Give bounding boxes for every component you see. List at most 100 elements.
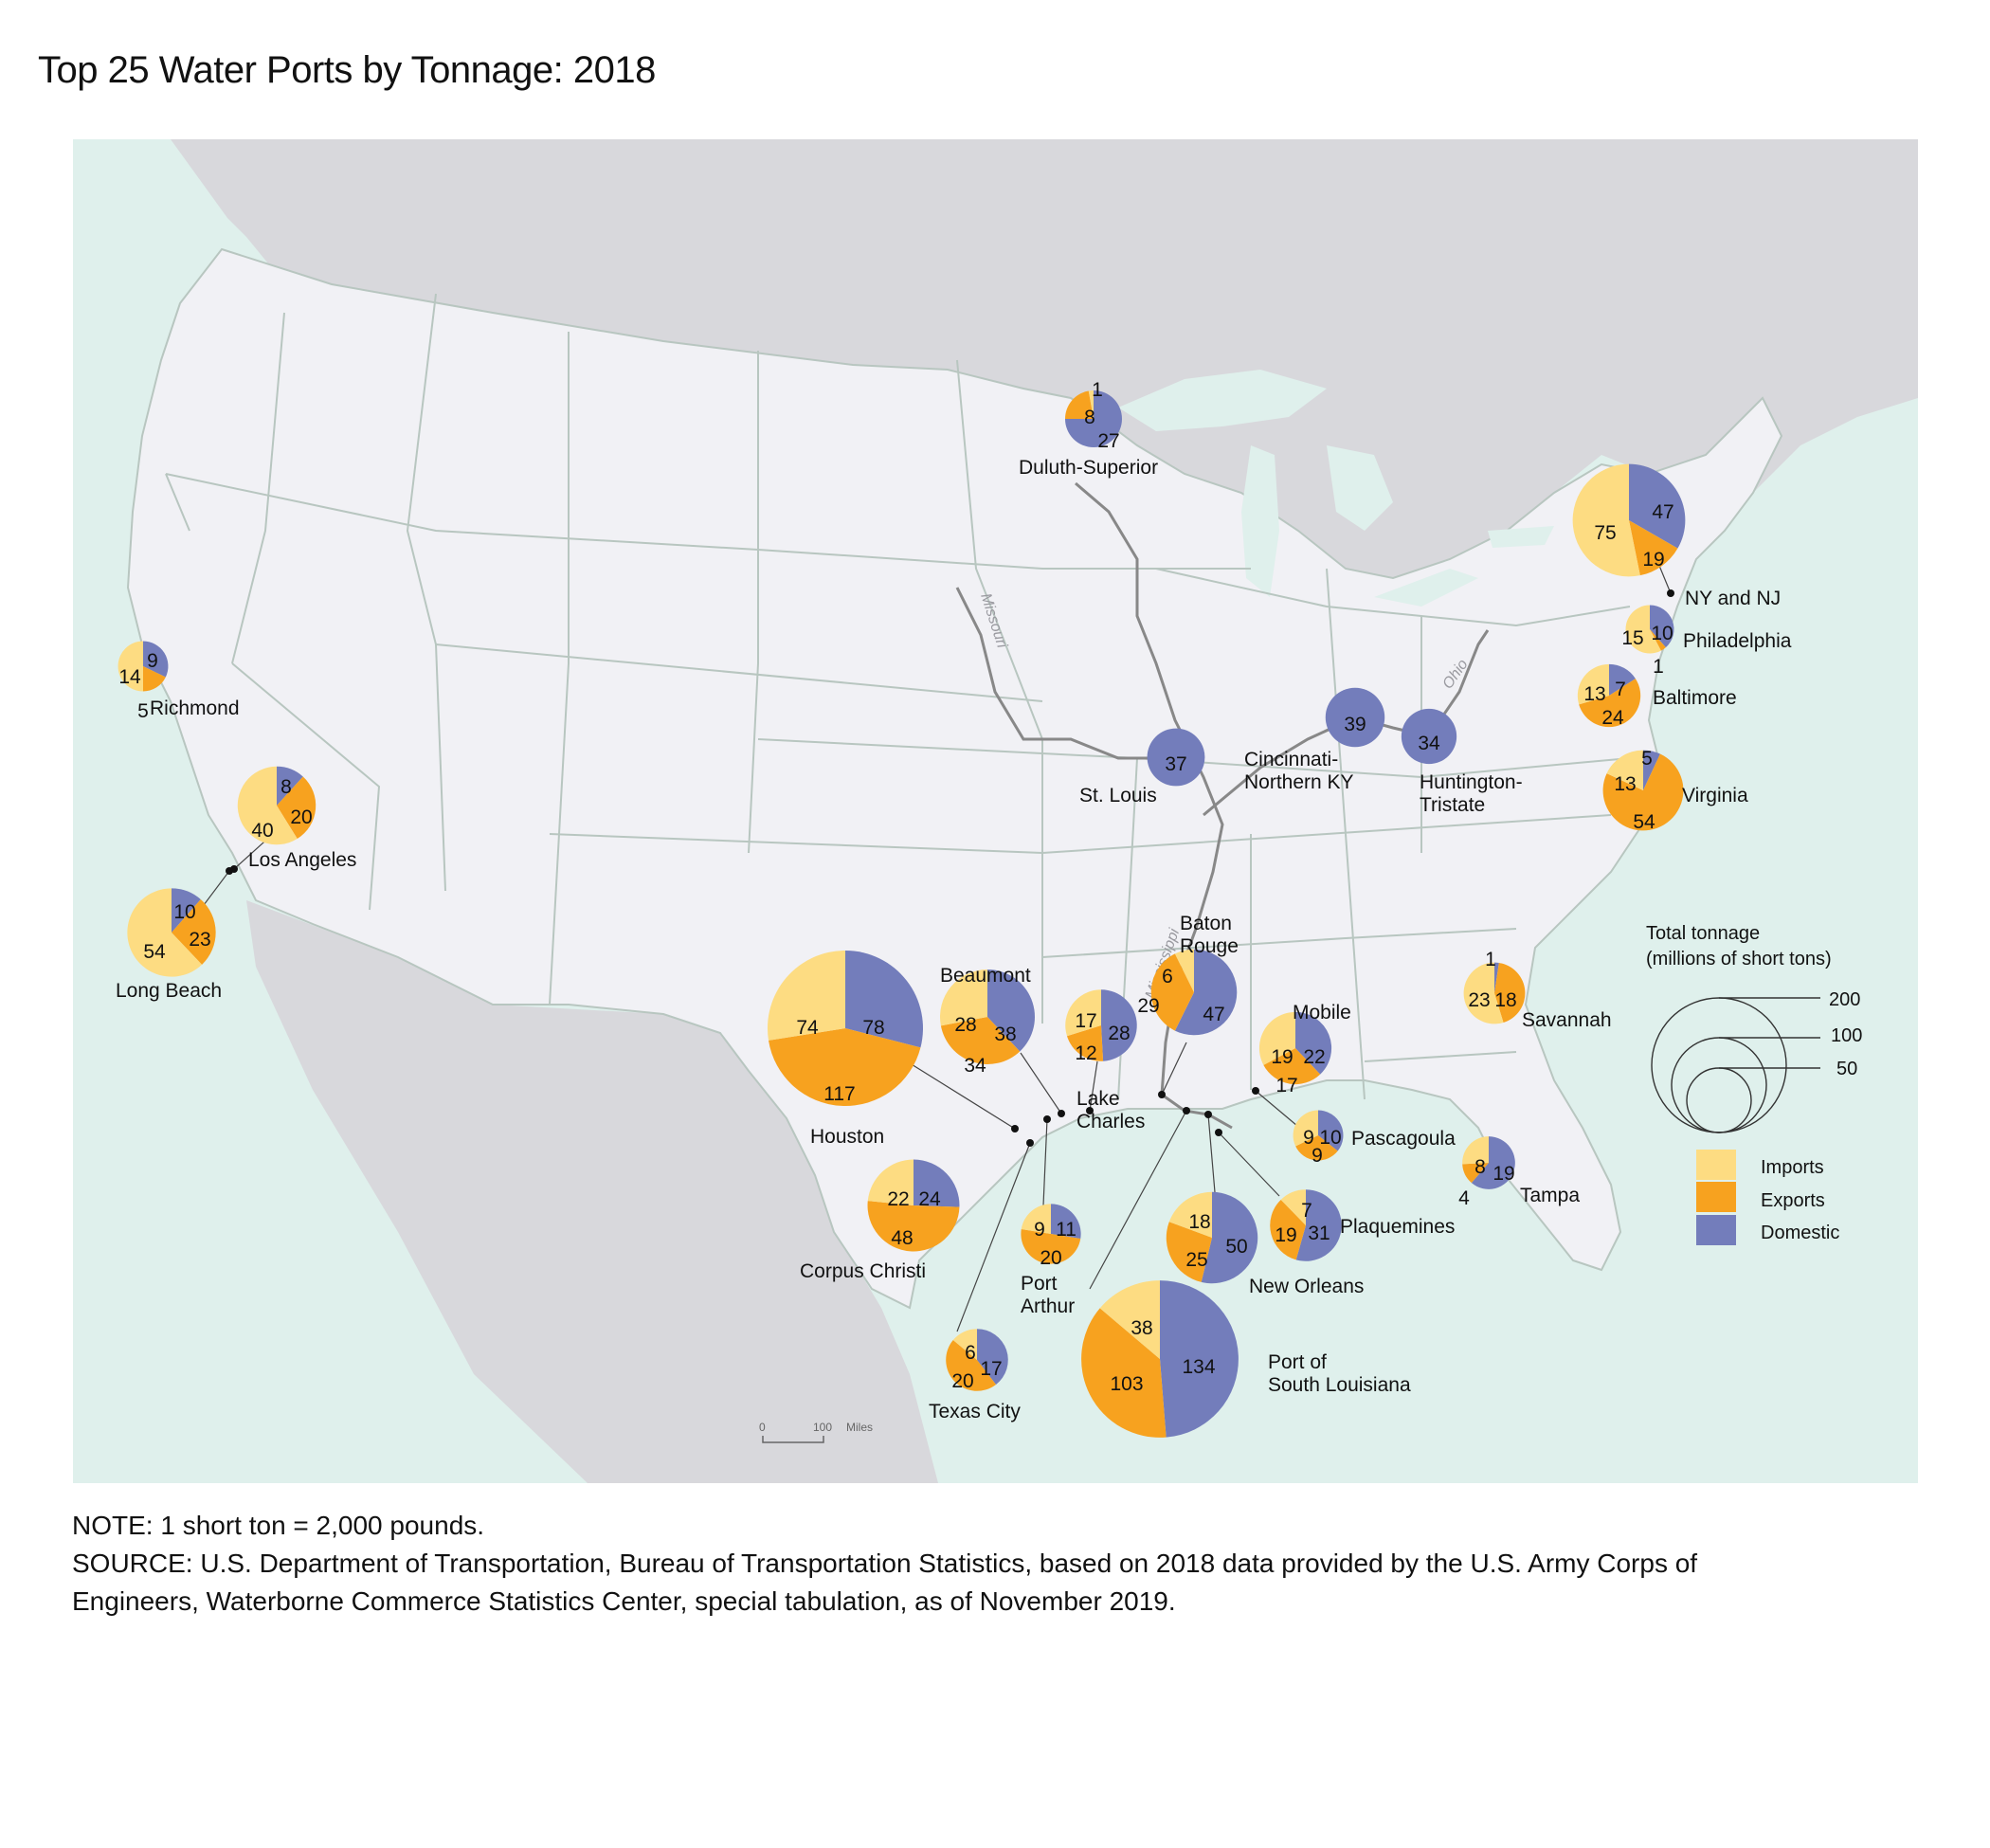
- pie-duluth-superior: 1 827 Duluth-Superior: [1019, 379, 1158, 479]
- value-label-domestic: 47: [1652, 501, 1673, 523]
- slice-domestic: [1643, 750, 1660, 790]
- slice-domestic: [1650, 605, 1674, 648]
- port-name-label: Richmond: [150, 698, 240, 719]
- size-legend: [1651, 997, 1820, 1133]
- lake-ontario: [1488, 526, 1554, 548]
- leader-pascagoula: [1252, 1087, 1298, 1127]
- value-label-domestic: 7: [1615, 679, 1626, 700]
- port-name-label: Cincinnati-: [1244, 749, 1338, 770]
- leader-beaumont: [1020, 1052, 1065, 1117]
- port-location-dot: [226, 867, 233, 875]
- port-name-label: Savannah: [1522, 1009, 1612, 1031]
- slice-exports: [867, 1201, 960, 1252]
- exports-label: Exports: [1761, 1190, 1825, 1211]
- port-location-dot: [1158, 1091, 1166, 1098]
- port-name-label: Baltimore: [1653, 687, 1737, 709]
- pie-savannah: 23 18 1 Savannah: [1463, 949, 1612, 1031]
- value-label-exports: 54: [1633, 811, 1655, 833]
- value-label-imports: 54: [143, 941, 166, 963]
- value-label-imports: 23: [1468, 989, 1490, 1011]
- slice-imports: [1625, 605, 1661, 654]
- slice-imports: [1088, 390, 1094, 419]
- slice-exports: [1462, 1163, 1489, 1184]
- value-label-domestic: 8: [280, 776, 292, 798]
- slice-domestic: [143, 641, 169, 678]
- port-name-label: Pascagoula: [1351, 1128, 1456, 1150]
- slice-imports: [1572, 463, 1640, 577]
- port-location-dot: [1183, 1107, 1190, 1114]
- port-name-label: NY and NJ: [1685, 588, 1781, 609]
- map-canvas: Missouri Mississippi Ohio 1459Richmond40…: [116, 139, 1918, 1483]
- scale-bar: 0 100 Miles: [759, 1421, 873, 1443]
- slice-imports: [952, 1329, 977, 1360]
- slice-exports: [940, 1017, 1021, 1064]
- source-text-line1: SOURCE: U.S. Department of Transportatio…: [72, 1549, 1698, 1578]
- size-label-100: 100: [1831, 1025, 1862, 1046]
- slice-imports: [1258, 1011, 1295, 1065]
- value-label-exports: 25: [1185, 1249, 1207, 1271]
- port-location-dot: [1204, 1111, 1212, 1118]
- port-name-label: Rouge: [1180, 935, 1239, 957]
- slice-exports: [1150, 953, 1194, 1031]
- pie-st-louis: 37 St. Louis: [1079, 728, 1205, 806]
- pie-mobile: 19 17 22 Mobile: [1258, 1002, 1351, 1096]
- value-label-exports: 1: [1653, 656, 1664, 678]
- pie-plaquemines: 719 31 Plaquemines: [1270, 1189, 1455, 1261]
- value-label-exports: 20: [951, 1370, 973, 1392]
- value-label-imports: 7: [1301, 1200, 1312, 1222]
- value-label-imports: 1: [1092, 379, 1103, 401]
- value-label-domestic: 50: [1225, 1236, 1247, 1258]
- slice-exports: [1602, 753, 1684, 831]
- slice-domestic: [1609, 663, 1636, 696]
- rivers: [955, 481, 1490, 1130]
- leader-long-beach: [203, 867, 233, 906]
- slice-domestic: [1147, 728, 1205, 787]
- pie-los-angeles: 40 20 8 Los Angeles: [237, 766, 356, 871]
- slice-exports: [1065, 390, 1094, 419]
- slice-exports: [1166, 1222, 1212, 1282]
- domestic-label: Domestic: [1761, 1223, 1839, 1243]
- imports-label: Imports: [1761, 1157, 1824, 1178]
- value-label-imports: 75: [1594, 522, 1616, 544]
- slice-exports: [769, 1028, 921, 1107]
- value-label-exports: 8: [1084, 407, 1095, 428]
- lake-erie: [1374, 569, 1478, 607]
- slice-imports: [1462, 1136, 1489, 1165]
- value-label-domestic: 1: [1485, 949, 1496, 970]
- slice-domestic: [1295, 1011, 1332, 1075]
- value-label-exports: 19: [1275, 1224, 1296, 1246]
- slice-domestic: [1401, 708, 1457, 765]
- value-label-domestic: 10: [173, 901, 195, 923]
- scale-hundred: 100: [813, 1421, 832, 1434]
- port-name-label: Mobile: [1293, 1002, 1351, 1024]
- value-label-exports: 103: [1110, 1373, 1143, 1395]
- port-name-label: Philadelphia: [1683, 630, 1792, 652]
- value-label-exports: 34: [964, 1055, 986, 1077]
- pie-cincinnati: 39 Cincinnati-Northern KY: [1244, 687, 1385, 793]
- port-name-label: St. Louis: [1079, 785, 1157, 806]
- port-name-label: Long Beach: [116, 980, 222, 1002]
- value-label-domestic: 10: [1319, 1127, 1341, 1149]
- value-label-exports: 5: [137, 700, 149, 722]
- leader-baton-rouge: [1158, 1042, 1187, 1098]
- port-location-dot: [1252, 1087, 1259, 1095]
- state-borders: [165, 293, 1631, 1100]
- leader-plaquemines: [1215, 1129, 1280, 1197]
- value-label-imports: 22: [887, 1188, 909, 1210]
- slice-imports: [1168, 1191, 1212, 1238]
- pie-ny-nj: 75 19 47 NY and NJ: [1572, 463, 1781, 609]
- slice-imports: [1293, 1110, 1318, 1147]
- slice-imports: [237, 766, 298, 845]
- slice-exports: [1650, 629, 1666, 651]
- port-location-dot: [1026, 1139, 1034, 1147]
- legend: Total tonnage (millions of short tons) 2…: [1646, 923, 1862, 1245]
- port-name-label: Lake: [1076, 1088, 1120, 1110]
- port-location-dot: [1011, 1125, 1019, 1132]
- value-label-imports: 19: [1271, 1046, 1293, 1068]
- slice-domestic: [1318, 1110, 1344, 1151]
- ohio-river: [1203, 629, 1490, 817]
- imports-swatch: [1696, 1150, 1736, 1180]
